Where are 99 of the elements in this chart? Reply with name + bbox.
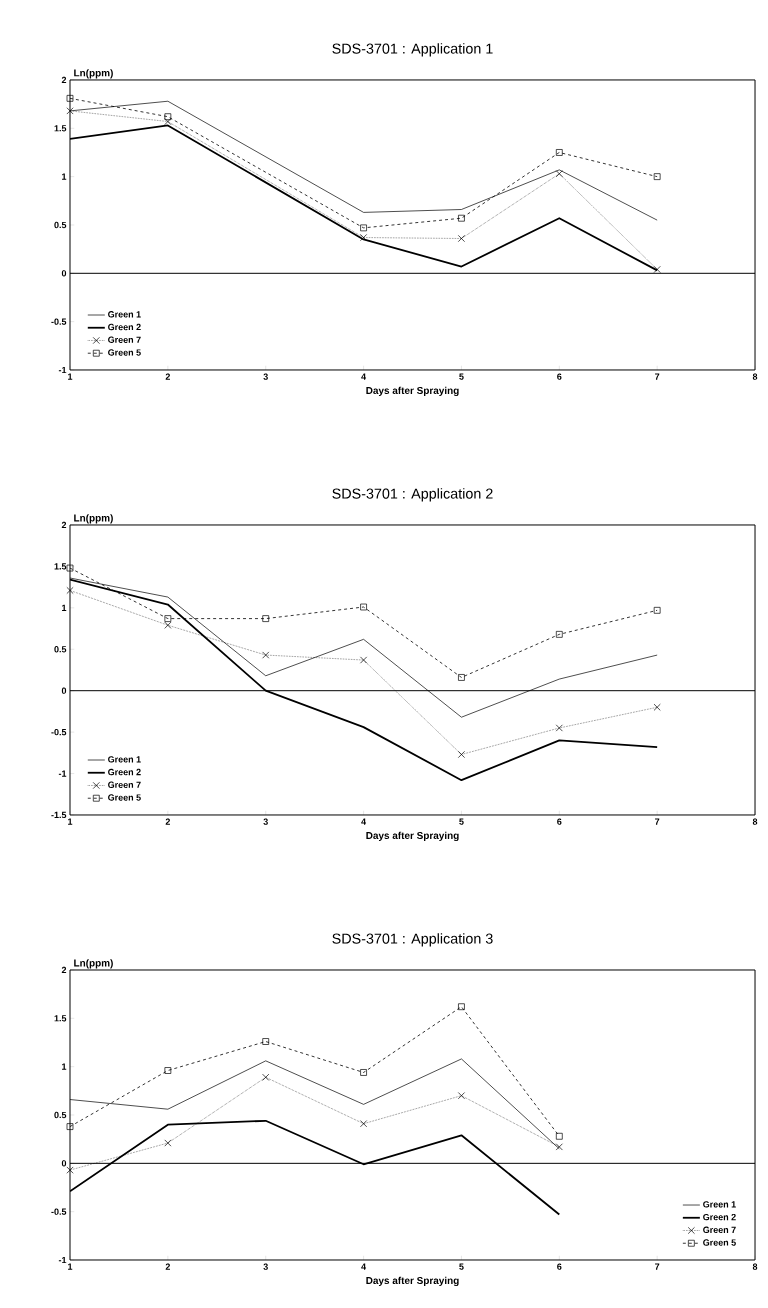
chart-title: SDS-3701 : Application 2	[332, 488, 493, 502]
y-tick-label: 1.5	[54, 125, 67, 132]
x-tick-label: 1	[68, 818, 73, 825]
point	[458, 674, 465, 681]
point	[360, 603, 367, 611]
legend-label: Green 7	[108, 781, 141, 788]
y-tick-label: 1.5	[54, 563, 67, 570]
point	[164, 1139, 172, 1147]
y-tick-label: 1	[62, 604, 67, 611]
legend-label: Green 7	[703, 1226, 736, 1233]
legend-label: Green 1	[703, 1201, 736, 1208]
point	[66, 586, 74, 594]
x-tick-label: 2	[165, 1263, 170, 1270]
x-tick-label: 4	[361, 373, 367, 380]
y-tick-label: 2	[61, 966, 67, 974]
y-tick-label: 1.5	[54, 1015, 67, 1022]
y-axis-title: Ln(ppm)	[74, 959, 113, 969]
point	[262, 1038, 270, 1045]
point	[555, 149, 563, 156]
x-tick-label: 7	[655, 818, 660, 825]
point	[458, 214, 465, 222]
x-tick-label: 4	[361, 818, 367, 825]
point	[555, 724, 563, 732]
y-tick-label: -0.5	[51, 318, 67, 325]
point	[262, 651, 270, 659]
y-tick-label: 1	[62, 173, 67, 180]
legend-label: Green 2	[703, 1213, 736, 1221]
x-tick-label: 3	[263, 818, 268, 825]
legend-label: Green 1	[108, 311, 141, 318]
point	[653, 606, 661, 614]
point	[653, 173, 661, 180]
legend-label: Green 1	[108, 756, 141, 763]
point	[66, 1123, 74, 1130]
point	[164, 621, 172, 629]
point	[555, 1132, 563, 1140]
point	[360, 1069, 367, 1076]
x-tick-label: 1	[68, 373, 73, 380]
y-tick-label: -1	[58, 366, 67, 374]
x-tick-label: 7	[655, 373, 660, 380]
x-tick-label: 7	[655, 1263, 660, 1270]
y-tick-label: 0	[61, 687, 67, 694]
x-tick-label: 3	[263, 1263, 268, 1270]
x-tick-label: 1	[68, 1263, 73, 1270]
chart-title: SDS-3701 : Application 3	[332, 933, 493, 947]
y-tick-label: 0.5	[54, 1111, 67, 1119]
point	[164, 118, 172, 126]
point	[66, 95, 74, 102]
point	[360, 1120, 368, 1128]
x-tick-label: 3	[263, 373, 268, 380]
point	[360, 656, 368, 664]
x-tick-label: 2	[165, 373, 170, 380]
point	[555, 1143, 563, 1151]
y-axis-title: Ln(ppm)	[74, 514, 113, 524]
y-tick-label: -1	[58, 1256, 67, 1264]
y-tick-label: -1	[58, 770, 67, 777]
point	[66, 1166, 74, 1174]
y-tick-label: 2	[61, 521, 67, 529]
point	[66, 107, 74, 115]
x-tick-label: 6	[557, 818, 562, 825]
legend-label: Green 5	[703, 1239, 736, 1246]
y-tick-label: 0	[61, 270, 67, 277]
legend-label: Green 5	[108, 794, 141, 801]
x-axis-title: Days after Spraying	[366, 831, 459, 842]
y-tick-label: -0.5	[51, 728, 67, 736]
point	[66, 564, 74, 572]
x-tick-label: 6	[557, 1263, 562, 1270]
y-tick-label: 0.5	[54, 646, 67, 653]
chart-title: SDS-3701 : Application 1	[332, 43, 493, 57]
point	[360, 224, 367, 232]
legend-label: Green 2	[108, 768, 141, 776]
y-tick-label: 1	[62, 1063, 67, 1070]
x-tick-label: 5	[459, 373, 464, 380]
y-axis-title: Ln(ppm)	[74, 69, 113, 79]
x-axis-title: Days after Spraying	[366, 1276, 459, 1287]
x-tick-label: 8	[752, 818, 758, 825]
legend-label: Green 5	[108, 349, 141, 356]
y-tick-label: -1.5	[51, 811, 67, 819]
point	[457, 234, 465, 243]
x-tick-label: 2	[165, 818, 170, 825]
x-tick-label: 4	[361, 1263, 367, 1270]
x-tick-label: 5	[459, 818, 464, 825]
point	[555, 631, 563, 638]
point	[164, 615, 172, 622]
y-tick-label: 2	[61, 76, 67, 84]
point	[262, 615, 270, 622]
y-tick-label: 0	[61, 1160, 67, 1167]
x-tick-label: 6	[557, 373, 562, 380]
x-tick-label: 8	[752, 373, 758, 380]
x-tick-label: 5	[459, 1263, 464, 1270]
point	[457, 1092, 465, 1100]
point	[164, 1067, 172, 1074]
x-tick-label: 8	[752, 1263, 758, 1270]
point	[458, 1003, 465, 1011]
legend-label: Green 7	[108, 336, 141, 343]
y-tick-label: 0.5	[54, 221, 67, 229]
point	[164, 113, 172, 121]
y-tick-label: -0.5	[51, 1208, 67, 1215]
x-axis-title: Days after Spraying	[366, 386, 459, 397]
legend-label: Green 2	[108, 323, 141, 331]
